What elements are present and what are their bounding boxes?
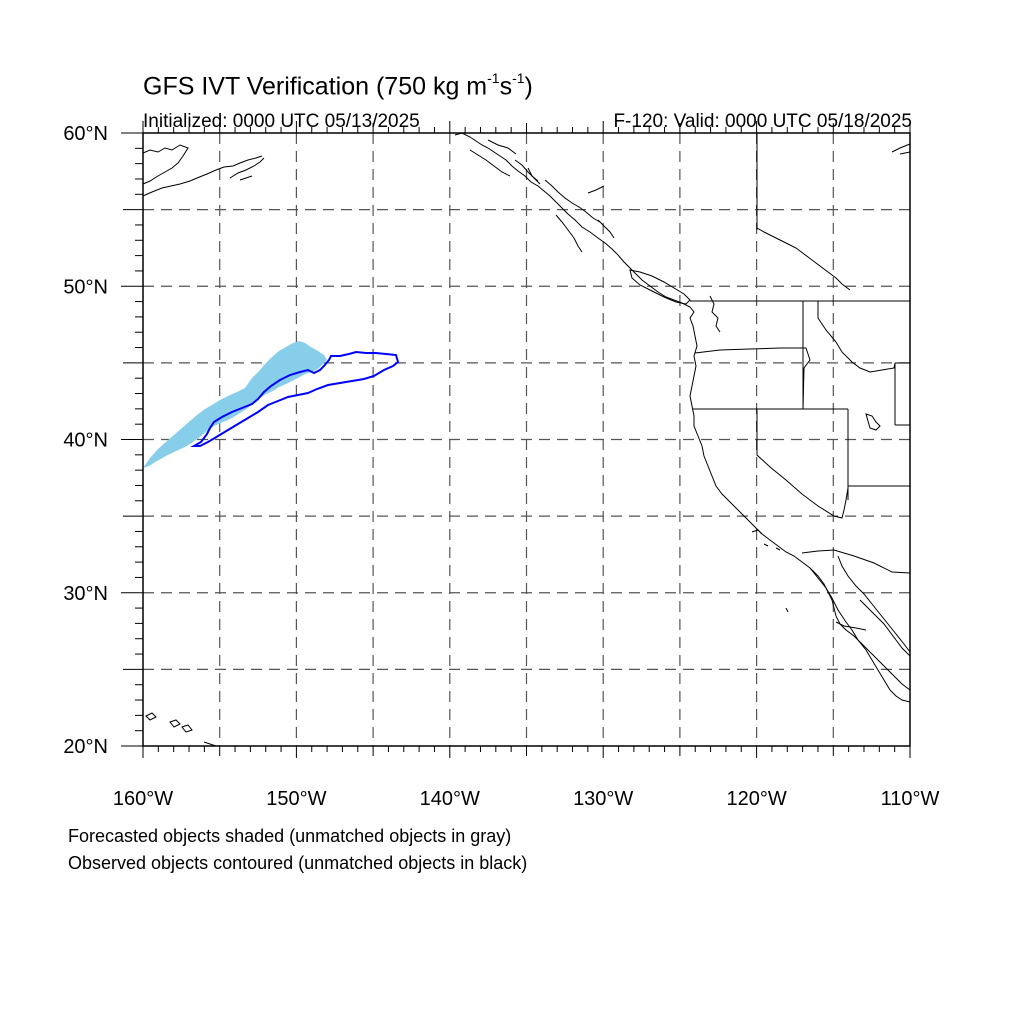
longitude-label: 110°W — [881, 788, 940, 810]
latitude-labels: 20°N 30°N 40°N 50°N 60°N — [63, 123, 108, 758]
footer-forecast-note: Forecasted objects shaded (unmatched obj… — [68, 826, 512, 846]
latitude-label: 30°N — [63, 583, 108, 605]
valid-time-label: F-120: Valid: 0000 UTC 05/18/2025 — [613, 111, 912, 132]
title-text: GFS IVT Verification (750 kg m — [143, 72, 488, 101]
latitude-label: 40°N — [63, 430, 108, 452]
map-title: GFS IVT Verification (750 kg m-1s-1) — [143, 70, 533, 101]
political-borders — [690, 133, 911, 574]
longitude-labels: 160°W 150°W 140°W 130°W 120°W 110°W — [113, 788, 940, 810]
title-close: ) — [524, 72, 533, 101]
longitude-label: 150°W — [266, 788, 326, 810]
observed-object-contour — [190, 350, 400, 447]
latitude-label: 20°N — [63, 736, 108, 758]
latitude-label: 50°N — [63, 276, 108, 298]
latitude-label: 60°N — [63, 123, 108, 145]
title-exponent-2: -1 — [512, 70, 525, 86]
longitude-label: 130°W — [573, 788, 633, 810]
title-text-s: s — [499, 72, 513, 101]
longitude-label: 120°W — [726, 788, 786, 810]
gridlines — [143, 133, 910, 746]
footer-observed-note: Observed objects contoured (unmatched ob… — [68, 853, 528, 873]
title-exponent-1: -1 — [487, 70, 500, 86]
longitude-label: 140°W — [420, 788, 480, 810]
init-time-label: Initialized: 0000 UTC 05/13/2025 — [143, 111, 420, 132]
coastlines — [142, 132, 911, 747]
tick-marks — [121, 121, 911, 758]
forecast-object-shaded — [143, 341, 327, 468]
longitude-label: 160°W — [113, 788, 173, 810]
